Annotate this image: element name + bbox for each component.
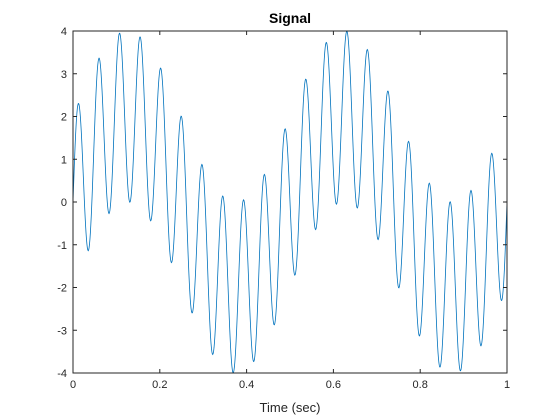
x-tick-label: 1 [504, 379, 510, 391]
x-tick-label: 0.8 [413, 379, 428, 391]
y-tick-label: 3 [61, 69, 67, 81]
series-layer [72, 30, 508, 374]
chart-title: Signal [269, 10, 311, 26]
signal-series-line [72, 30, 508, 374]
y-tick-label: 2 [61, 112, 67, 124]
x-tick-label: 0 [70, 379, 76, 391]
y-tick-label: -2 [57, 283, 67, 295]
y-tick-label: 1 [61, 154, 67, 166]
y-tick-label: 4 [61, 26, 67, 38]
y-tick-label: -1 [57, 240, 67, 252]
x-tick-label: 0.6 [326, 379, 341, 391]
y-tick-label: 0 [61, 197, 67, 209]
y-tick-label: -4 [57, 368, 67, 380]
x-axis-label: Time (sec) [260, 400, 321, 415]
x-tick-label: 0.4 [239, 379, 254, 391]
y-tick-label: -3 [57, 325, 67, 337]
x-tick-label: 0.2 [152, 379, 167, 391]
axes-box [72, 30, 508, 374]
